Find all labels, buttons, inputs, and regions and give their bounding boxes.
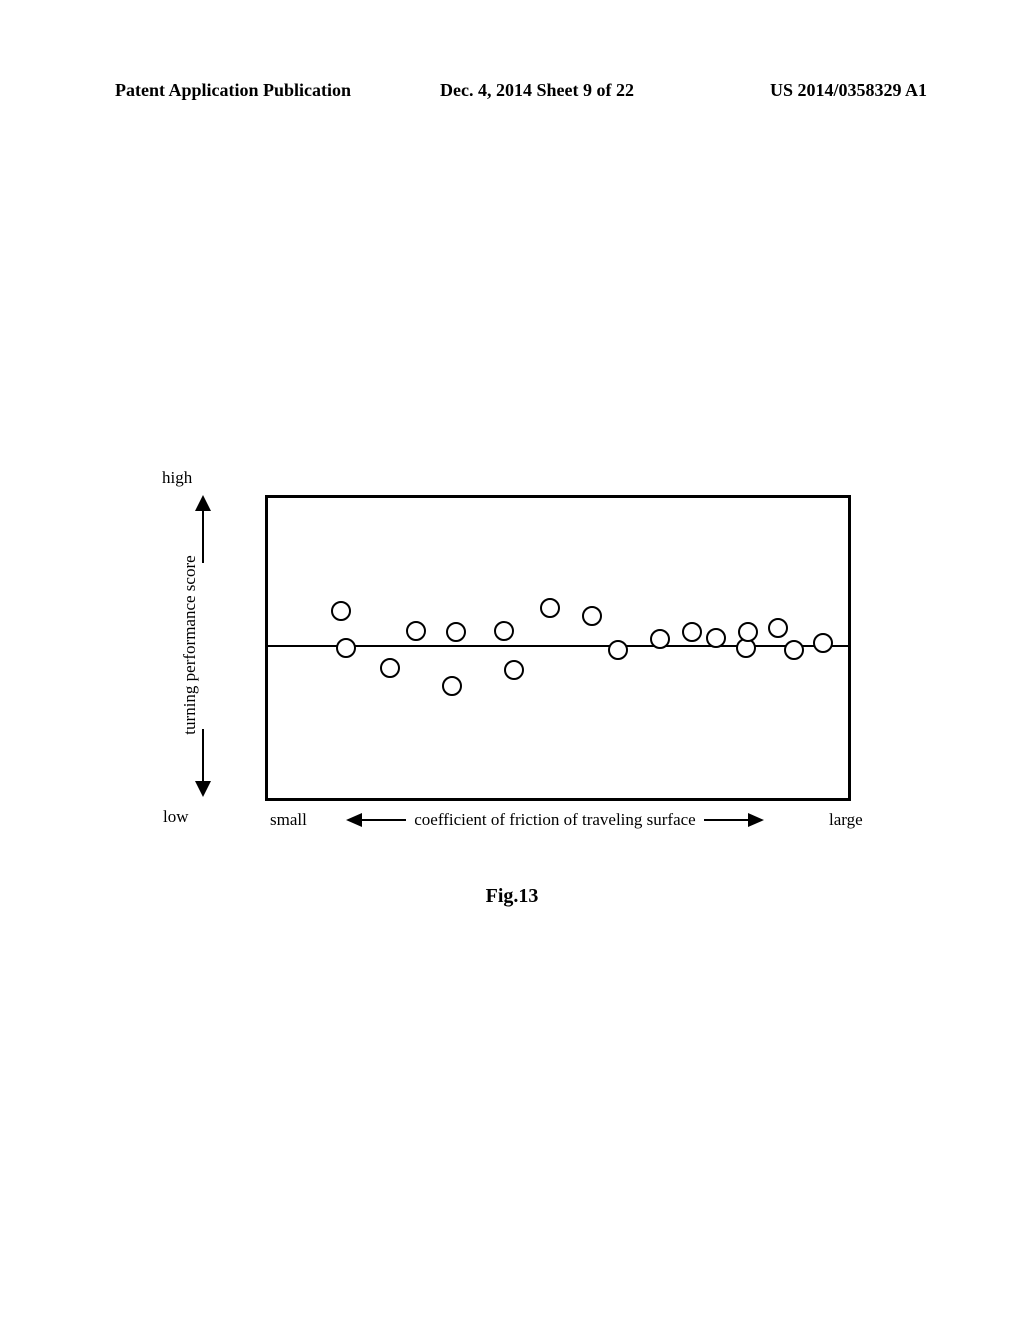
data-point (446, 622, 466, 642)
arrow-right-icon (704, 812, 764, 828)
header-right: US 2014/0358329 A1 (770, 80, 927, 101)
arrow-down-icon (193, 727, 213, 797)
data-point (406, 621, 426, 641)
x-axis-right-label: large (829, 810, 863, 830)
header-left: Patent Application Publication (115, 80, 351, 101)
data-point (331, 601, 351, 621)
data-point (813, 633, 833, 653)
data-point (682, 622, 702, 642)
y-axis-top-label: high (162, 468, 192, 488)
data-point (608, 640, 628, 660)
data-point (494, 621, 514, 641)
data-point (706, 628, 726, 648)
x-axis-label: coefficient of friction of traveling sur… (414, 810, 695, 830)
header-center: Dec. 4, 2014 Sheet 9 of 22 (440, 80, 634, 101)
data-point (442, 676, 462, 696)
data-point (336, 638, 356, 658)
data-point (768, 618, 788, 638)
data-point (738, 622, 758, 642)
scatter-chart: high turning performance score low small… (235, 465, 875, 865)
data-point (380, 658, 400, 678)
arrow-left-icon (346, 812, 406, 828)
figure-caption: Fig.13 (0, 885, 1024, 908)
data-point (504, 660, 524, 680)
plot-area (265, 495, 851, 801)
x-axis-label-row: coefficient of friction of traveling sur… (265, 810, 845, 830)
data-point (540, 598, 560, 618)
data-point (650, 629, 670, 649)
data-point (582, 606, 602, 626)
data-point (784, 640, 804, 660)
y-axis-bottom-label: low (163, 807, 189, 827)
y-axis-label: turning performance score (180, 555, 200, 734)
